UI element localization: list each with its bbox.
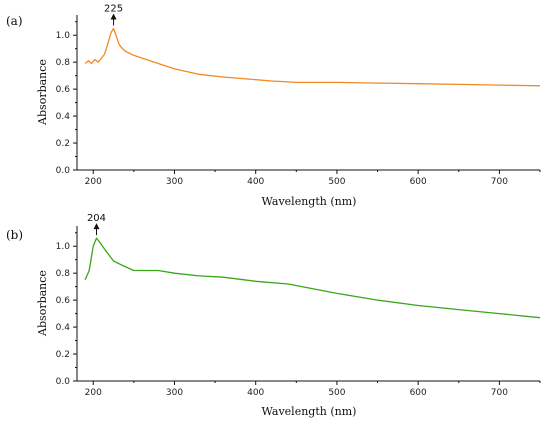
panel-a-peak-arrow-icon [110, 13, 117, 20]
panel-a-y-tick-label: 0.0 [56, 166, 71, 176]
panel-b-peak-label: 204 [87, 213, 106, 224]
panel-b-y-tick-label: 0.8 [56, 269, 71, 279]
panel-a-y-tick-label: 0.4 [56, 112, 71, 122]
panel-a-x-tick-label: 400 [247, 177, 264, 187]
panel-b-y-tick-label: 0.0 [56, 377, 71, 387]
panel-a-y-tick-label: 0.6 [56, 85, 71, 95]
panel-a-y-tick-label: 1.0 [56, 31, 71, 41]
panel-a-x-tick-label: 600 [410, 177, 427, 187]
panel-a: (a) Absorbance Wavelength (nm) 225 0.0 0.… [6, 3, 541, 208]
panel-a-y-tick-label: 0.8 [56, 58, 71, 68]
panel-b: (b) Absorbance Wavelength (nm) 204 0.0 0.… [6, 213, 541, 418]
panel-b-y-tick-label: 0.6 [56, 296, 71, 306]
panel-b-xlabel: Wavelength (nm) [262, 405, 357, 418]
panel-b-peak-arrow-icon [93, 223, 100, 230]
panel-b-y-tick-label: 0.2 [56, 350, 70, 360]
panel-b-y-tick-label: 1.0 [56, 242, 71, 252]
panel-a-x-tick-label: 300 [166, 177, 183, 187]
panel-a-y-tick-label: 0.2 [56, 139, 70, 149]
panel-a-x-tick-label: 700 [491, 177, 508, 187]
panel-a-xlabel: Wavelength (nm) [262, 195, 357, 208]
panel-a-label: (a) [6, 14, 23, 28]
panel-a-absorbance-line [84, 27, 541, 87]
panel-b-absorbance-line [84, 237, 541, 319]
panel-a-ylabel: Absorbance [36, 59, 49, 126]
panel-b-x-tick-label: 600 [410, 388, 427, 398]
panel-a-x-tick-label: 200 [85, 177, 102, 187]
panel-b-x-tick-label: 200 [85, 388, 102, 398]
panel-b-label: (b) [6, 228, 23, 242]
panel-b-x-tick-label: 700 [491, 388, 508, 398]
panel-b-x-tick-label: 500 [328, 388, 345, 398]
panel-b-ylabel: Absorbance [36, 270, 49, 337]
panel-b-x-tick-label: 400 [247, 388, 264, 398]
panel-a-peak-label: 225 [104, 3, 123, 14]
panel-a-x-tick-label: 500 [328, 177, 345, 187]
panel-b-x-tick-label: 300 [166, 388, 183, 398]
panel-b-y-tick-label: 0.4 [56, 323, 71, 333]
